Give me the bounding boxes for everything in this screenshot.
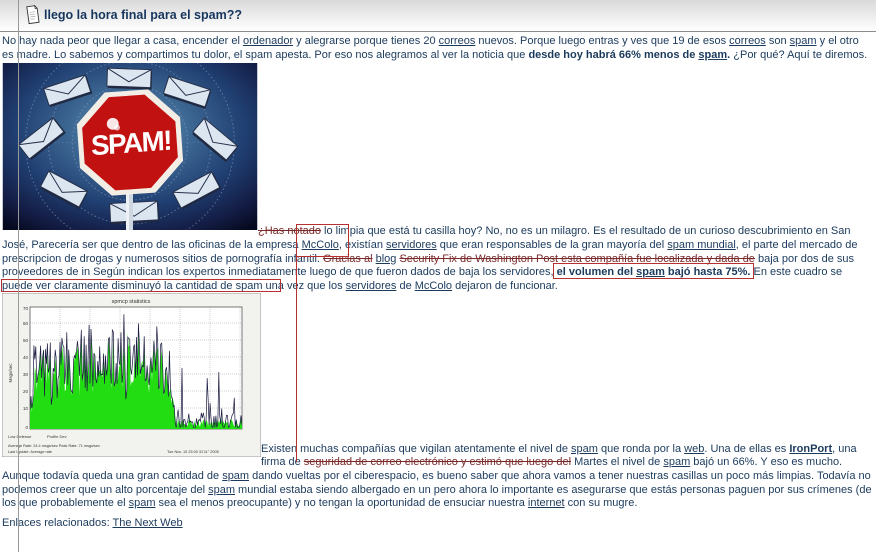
svg-text:spmcp statistics: spmcp statistics [112,299,151,305]
svg-text:20: 20 [23,389,29,394]
svg-text:Tue Nov. 15 23:00 31'11'' 2005: Tue Nov. 15 23:00 31'11'' 2005 [167,450,219,454]
svg-text:50: 50 [23,338,29,343]
svg-text:Profile Dev: Profile Dev [47,434,67,439]
svg-text:SPAM!: SPAM! [90,125,171,162]
svg-text:Msgs/sec: Msgs/sec [8,363,13,383]
svg-text:Average Rate: 24.4 msgs/sec P: Average Rate: 24.4 msgs/sec Peak Rate: 7… [8,444,100,448]
svg-text:Low Defense: Low Defense [8,434,32,439]
svg-text:30: 30 [23,372,29,377]
svg-text:Last Update: Average rate: Last Update: Average rate [8,450,52,454]
svg-text:40: 40 [23,355,29,360]
svg-text:70: 70 [23,306,29,311]
svg-text:10: 10 [23,406,29,411]
svg-text:60: 60 [23,321,29,326]
